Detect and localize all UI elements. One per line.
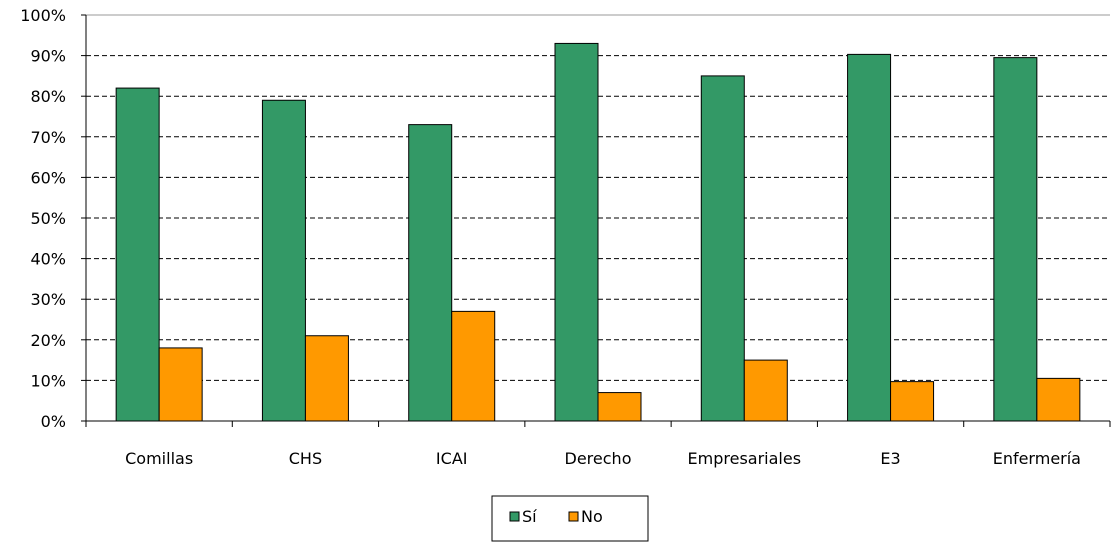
bar-si [261,99,306,422]
bar-no [304,335,349,422]
x-category-label: Empresariales [688,449,802,468]
y-tick-labels: 0% 10% 20% 30% 40% 50% 60% 70% 80% 90% 100% [20,6,66,431]
x-category-labels: Comillas CHS ICAI Derecho Empresariales E3 Enf… [125,449,1081,468]
x-category-label: ICAI [436,449,468,468]
axes [81,14,1111,427]
y-tick-label: 10% [30,371,66,390]
bar-si [847,53,892,422]
bar-no [1036,377,1081,422]
bar-no [451,310,496,422]
bar-no [158,347,203,422]
legend-label: No [581,507,603,526]
bar-si [554,42,599,422]
bar-si [993,57,1038,422]
legend-label: Sí [522,507,537,526]
y-tick-label: 80% [30,87,66,106]
y-tick-label: 0% [41,412,66,431]
y-tick-label: 70% [30,128,66,147]
bar-si [408,124,453,422]
bar-si [115,87,160,422]
bar-no [597,392,642,422]
legend: Sí No [491,495,649,542]
bar-no [743,359,788,422]
x-category-label: CHS [289,449,322,468]
x-category-label: Derecho [565,449,632,468]
y-tick-label: 20% [30,331,66,350]
x-category-label: Enfermería [993,449,1081,468]
x-category-label: E3 [880,449,900,468]
y-tick-label: 30% [30,290,66,309]
bars [115,42,1081,422]
y-tick-label: 100% [20,6,66,25]
bar-si [700,75,745,422]
y-tick-label: 40% [30,250,66,269]
legend-swatch [509,511,520,522]
y-tick-label: 60% [30,168,66,187]
legend-swatch [568,511,579,522]
y-tick-label: 90% [30,47,66,66]
y-tick-label: 50% [30,209,66,228]
x-category-label: Comillas [125,449,193,468]
bar-no [890,381,935,422]
